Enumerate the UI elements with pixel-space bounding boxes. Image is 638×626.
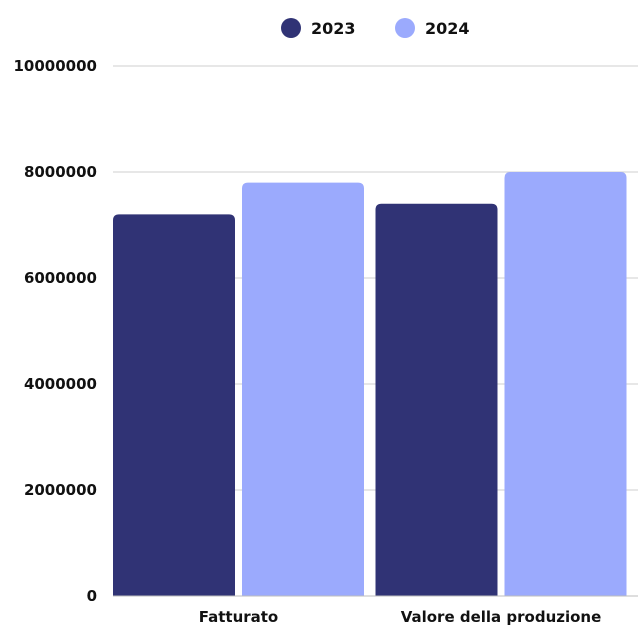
y-axis: 0 2000000 4000000 6000000 8000000 10000000 (14, 57, 98, 605)
y-tick-label: 0 (87, 587, 97, 605)
bar-2024-valore-della-produzione (504, 172, 627, 596)
x-axis: Fatturato Valore della produzione (113, 595, 638, 626)
legend: 2023 2024 (281, 18, 470, 38)
y-tick-label: 8000000 (24, 163, 97, 181)
x-tick-label: Valore della produzione (401, 608, 602, 626)
y-tick-label: 10000000 (14, 57, 98, 75)
y-tick-label: 2000000 (24, 481, 97, 499)
bars (113, 172, 627, 597)
bar-2024-fatturato (242, 182, 364, 596)
x-tick-label: Fatturato (199, 608, 279, 626)
legend-swatch-2023 (281, 18, 301, 38)
legend-swatch-2024 (395, 18, 415, 38)
y-tick-label: 6000000 (24, 269, 97, 287)
bar-2023-fatturato (113, 214, 235, 596)
y-tick-label: 4000000 (24, 375, 97, 393)
bar-2023-valore-della-produzione (375, 203, 498, 597)
legend-label-2024: 2024 (425, 19, 470, 38)
legend-label-2023: 2023 (311, 19, 356, 38)
